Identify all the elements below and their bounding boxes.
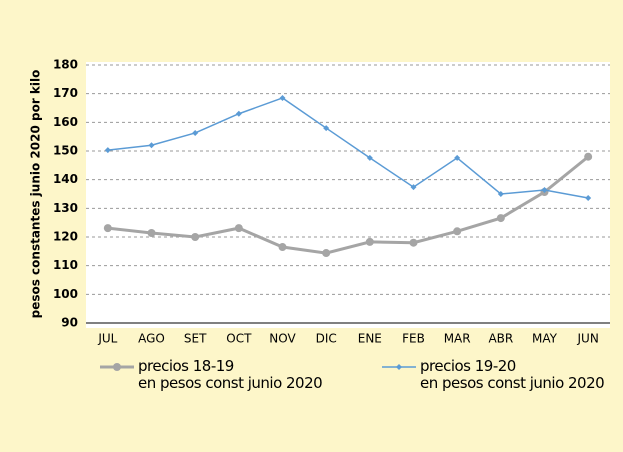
point	[192, 129, 199, 136]
point	[104, 147, 111, 154]
point	[496, 214, 505, 223]
point	[584, 152, 593, 161]
legend-marker	[113, 363, 121, 371]
y-tick-label: 150	[53, 144, 78, 158]
point	[147, 228, 156, 237]
x-tick-label: SET	[184, 332, 207, 346]
y-tick-label: 140	[53, 172, 78, 186]
point	[585, 195, 592, 202]
x-tick-label: AGO	[138, 332, 165, 346]
y-tick-label: 120	[53, 230, 78, 244]
y-tick-label: 180	[53, 58, 78, 72]
point	[234, 224, 243, 233]
legend-marker	[396, 364, 402, 370]
x-tick-label: ABR	[488, 332, 513, 346]
y-axis-label: pesos constantes junio 2020 por kilo	[29, 70, 43, 319]
point	[278, 243, 287, 252]
plot-area	[86, 62, 610, 328]
x-tick-label: ENE	[358, 332, 382, 346]
legend-label: precios 18-19 en pesos const junio 2020	[138, 357, 323, 392]
x-tick-label: MAR	[444, 332, 471, 346]
point	[322, 249, 331, 258]
series-line	[107, 155, 590, 255]
y-tick-label: 90	[61, 316, 78, 330]
point	[191, 233, 200, 241]
point	[323, 125, 330, 132]
point	[410, 184, 417, 191]
point	[409, 238, 418, 247]
y-tick-label: 130	[53, 201, 78, 215]
x-tick-label: FEB	[402, 332, 425, 346]
x-tick-label: MAY	[532, 332, 558, 346]
y-tick-label: 160	[53, 115, 78, 129]
point	[365, 237, 374, 246]
x-tick-label: JUN	[577, 332, 599, 346]
point	[279, 94, 286, 101]
x-tick-label: JUL	[97, 332, 117, 346]
point	[453, 227, 462, 236]
point	[497, 191, 504, 197]
legend-label: precios 19-20 en pesos const junio 2020	[420, 357, 605, 392]
x-tick-label: OCT	[226, 332, 252, 346]
y-tick-label: 100	[53, 287, 78, 301]
point	[103, 224, 112, 233]
point	[366, 154, 373, 161]
point	[454, 154, 461, 161]
series-line	[107, 97, 589, 199]
y-tick-label: 110	[53, 258, 78, 272]
x-tick-label: NOV	[269, 332, 296, 346]
point	[541, 186, 548, 193]
x-tick-label: DIC	[316, 332, 337, 346]
point	[235, 110, 242, 117]
y-tick-label: 170	[53, 86, 78, 100]
point	[148, 142, 155, 149]
